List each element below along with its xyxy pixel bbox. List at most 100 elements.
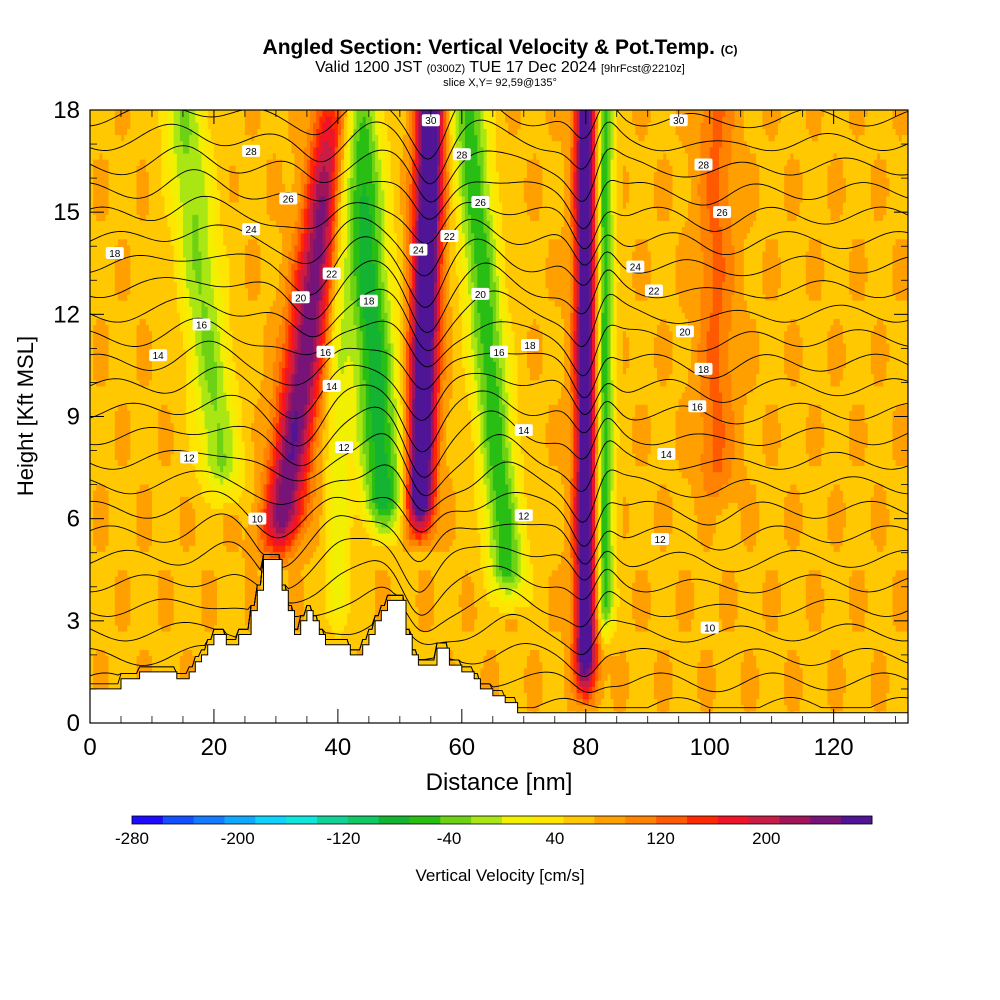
heat-cell <box>734 686 739 693</box>
heat-cell <box>539 680 543 687</box>
heat-cell <box>858 686 863 693</box>
heat-cell <box>762 704 767 712</box>
heat-cell <box>750 698 754 706</box>
heat-cell <box>787 704 791 712</box>
heat-cell <box>839 674 844 681</box>
heat-cell <box>514 698 519 706</box>
heat-cell <box>495 680 500 687</box>
heat-cell <box>592 692 596 700</box>
heat-cell <box>756 692 760 700</box>
heat-cell <box>635 680 639 687</box>
heat-cell <box>808 704 813 712</box>
heat-cell <box>790 704 794 712</box>
heat-cell <box>622 686 627 693</box>
heat-cell <box>579 686 584 693</box>
heat-cell <box>672 698 677 706</box>
heat-cell <box>629 692 633 700</box>
heat-cell <box>719 674 723 681</box>
heat-cell <box>771 680 776 687</box>
heat-cell <box>725 692 729 700</box>
heat-cell <box>489 667 494 675</box>
heat-cell <box>653 674 658 681</box>
heat-cell <box>697 692 701 700</box>
heat-cell <box>114 667 119 675</box>
heat-cell <box>576 686 581 693</box>
heat-cell <box>815 698 819 706</box>
heat-cell <box>536 686 540 693</box>
heat-cell <box>700 680 705 687</box>
heat-cell <box>784 686 788 693</box>
heat-cell <box>551 698 556 706</box>
heat-cell <box>793 680 798 687</box>
heat-cell <box>746 692 751 700</box>
heat-cell <box>805 692 810 700</box>
heat-cell <box>564 698 568 706</box>
heat-cell <box>557 667 562 675</box>
heat-cell <box>573 667 578 675</box>
heat-cell <box>539 686 543 693</box>
heat-cell <box>688 704 692 712</box>
heat-cell <box>660 674 664 681</box>
heat-cell <box>595 686 599 693</box>
heat-cell <box>886 686 890 693</box>
heat-cell <box>564 680 568 687</box>
heat-cell <box>858 698 863 706</box>
heat-cell <box>895 704 900 712</box>
heat-cell <box>650 680 655 687</box>
heat-cell <box>90 674 94 681</box>
heat-cell <box>545 680 550 687</box>
heat-cell <box>567 686 571 693</box>
heat-cell <box>901 704 906 712</box>
heat-cell <box>672 692 677 700</box>
heat-cell <box>796 692 801 700</box>
heat-cell <box>514 667 519 675</box>
heat-cell <box>877 704 881 712</box>
heat-cell <box>892 674 897 681</box>
heat-cell <box>127 674 131 681</box>
heat-cell <box>805 686 810 693</box>
heat-cell <box>870 680 875 687</box>
heat-cell <box>883 686 887 693</box>
heat-cell <box>508 674 512 681</box>
heat-cell <box>808 686 813 693</box>
heat-cell <box>124 674 128 681</box>
heat-cell <box>846 692 850 700</box>
heat-cell <box>880 692 884 700</box>
heat-cell <box>898 686 903 693</box>
heat-cell <box>672 686 677 693</box>
heat-cell <box>514 686 519 693</box>
heat-cell <box>622 680 627 687</box>
heat-cell <box>647 704 652 712</box>
heat-cell <box>811 680 816 687</box>
heat-cell <box>743 692 748 700</box>
heat-cell <box>715 686 720 693</box>
heat-cell <box>592 698 596 706</box>
heat-cell <box>557 674 562 681</box>
heat-cell <box>499 674 503 681</box>
heat-cell <box>855 686 859 693</box>
heat-cell <box>864 698 869 706</box>
heat-cell <box>598 680 602 687</box>
heat-cell <box>790 680 794 687</box>
heat-cell <box>818 692 822 700</box>
heat-cell <box>619 698 624 706</box>
heat-cell <box>815 674 819 681</box>
heat-cell <box>836 698 841 706</box>
heat-cell <box>904 674 908 681</box>
heat-cell <box>827 674 832 681</box>
heat-cell <box>548 667 553 675</box>
heat-cell <box>573 692 578 700</box>
heat-cell <box>542 680 547 687</box>
heat-cell <box>657 692 661 700</box>
heat-cell <box>734 674 739 681</box>
heat-cell <box>734 692 739 700</box>
heat-cell <box>802 698 807 706</box>
heat-cell <box>765 686 770 693</box>
heat-cell <box>666 674 670 681</box>
heat-cell <box>533 667 537 675</box>
heat-cell <box>836 680 841 687</box>
heat-cell <box>759 704 763 712</box>
heat-cell <box>842 680 847 687</box>
heat-cell <box>712 686 717 693</box>
